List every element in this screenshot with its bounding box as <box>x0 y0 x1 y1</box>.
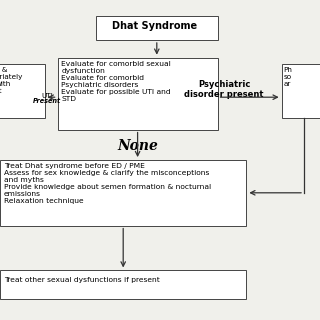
FancyBboxPatch shape <box>58 58 218 130</box>
Text: Present: Present <box>33 98 61 104</box>
Text: Evaluate for comorbid sexual
dysfunction
Evaluate for comorbid
Psychiatric disor: Evaluate for comorbid sexual dysfunction… <box>61 61 171 102</box>
Text: Treat other sexual dysfunctions if present: Treat other sexual dysfunctions if prese… <box>4 277 160 284</box>
Text: Treat Dhat syndrome before ED / PME
Assess for sex knowledge & clarify the misco: Treat Dhat syndrome before ED / PME Asse… <box>4 163 211 204</box>
FancyBboxPatch shape <box>96 16 218 40</box>
Text: e &
ariately
with
st: e & ariately with st <box>0 67 23 93</box>
Text: Psychiatric
disorder present: Psychiatric disorder present <box>184 80 264 99</box>
Text: UTI: UTI <box>42 93 53 99</box>
Text: Dhat Syndrome: Dhat Syndrome <box>112 21 197 31</box>
Text: Ph
so
ar: Ph so ar <box>283 67 292 86</box>
FancyBboxPatch shape <box>0 270 246 299</box>
FancyBboxPatch shape <box>0 160 246 226</box>
FancyBboxPatch shape <box>282 64 320 118</box>
Text: None: None <box>117 139 158 153</box>
FancyBboxPatch shape <box>0 64 45 118</box>
